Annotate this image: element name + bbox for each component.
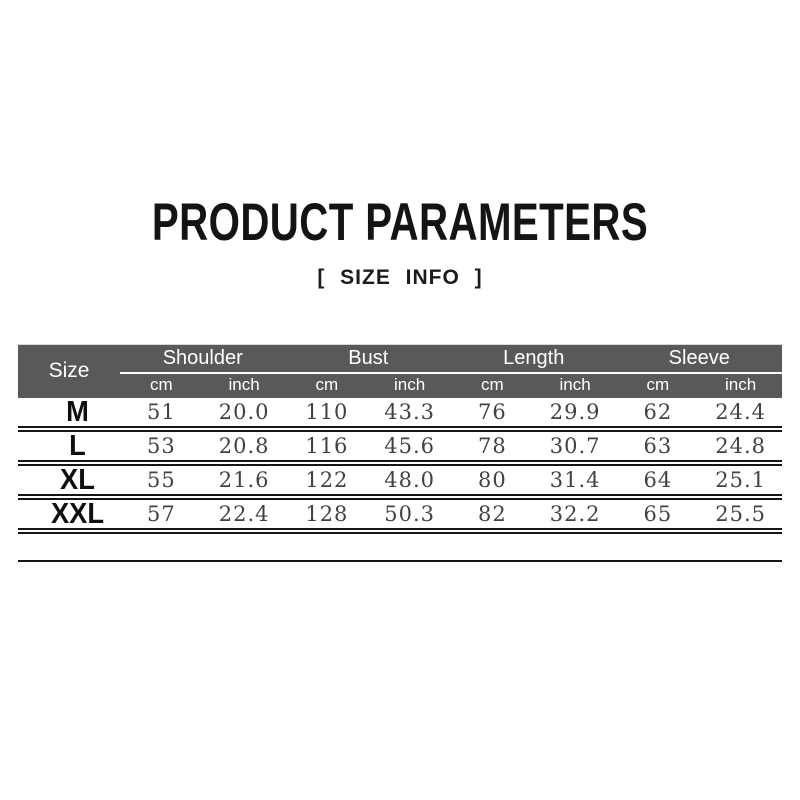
value-cell: 82: [478, 502, 507, 526]
header-size: Size: [48, 358, 90, 382]
size-label: XL: [60, 464, 95, 496]
value-cell: 57: [147, 502, 176, 526]
value-cell: 63: [643, 434, 673, 458]
value-cell: 32.2: [549, 502, 601, 526]
size-label: XXL: [50, 498, 104, 530]
row-divider: [18, 426, 782, 432]
value-cell: 80: [478, 468, 507, 492]
value-cell: 55: [147, 468, 176, 492]
value-cell: 51: [147, 400, 176, 424]
header-group-length: Length: [451, 345, 617, 374]
table-row-xl: XL 55 21.6 122 48.0 80 31.4 64 25.1: [18, 464, 782, 496]
value-cell: 53: [147, 434, 176, 458]
table-bottom-rule: [18, 560, 782, 562]
value-cell: 45.6: [384, 434, 435, 458]
value-cell: 110: [305, 400, 349, 424]
value-cell: 24.4: [715, 400, 766, 424]
value-cell: 116: [305, 434, 349, 458]
row-divider: [18, 494, 782, 500]
value-cell: 76: [478, 400, 507, 424]
page-title: PRODUCT PARAMETERS: [151, 193, 649, 252]
value-cell: 29.9: [549, 400, 601, 424]
value-cell: 31.4: [549, 468, 601, 492]
value-cell: 48.0: [384, 468, 435, 492]
table-row-xxl: XXL 57 22.4 128 50.3 82 32.2 65 25.5: [18, 498, 782, 530]
header-unit-inch: inch: [559, 375, 591, 394]
value-cell: 20.8: [218, 434, 270, 458]
table-row-l: L 53 20.8 116 45.6 78 30.7 63 24.8: [18, 430, 782, 462]
value-cell: 50.3: [384, 502, 435, 526]
header-unit-cm: cm: [481, 375, 504, 394]
value-cell: 62: [643, 400, 673, 424]
header-unit-cm: cm: [315, 375, 339, 394]
page-subtitle: [ SIZE INFO ]: [317, 266, 483, 289]
value-cell: 30.7: [549, 434, 601, 458]
header-unit-inch: inch: [394, 375, 426, 394]
row-divider: [18, 460, 782, 466]
value-cell: 128: [305, 502, 349, 526]
value-cell: 21.6: [218, 468, 270, 492]
value-cell: 65: [643, 502, 673, 526]
header-group-sleeve: Sleeve: [616, 345, 782, 374]
header-group-shoulder: Shoulder: [120, 345, 286, 374]
size-table-header: Size Shoulder Bust Length Sleeve cm inch…: [18, 344, 782, 398]
empty-row: [18, 534, 782, 560]
size-label: L: [69, 430, 86, 462]
header-unit-inch: inch: [725, 375, 757, 394]
header-group-bust: Bust: [285, 345, 451, 374]
header-unit-cm: cm: [646, 375, 670, 394]
row-divider: [18, 528, 782, 534]
header-unit-inch: inch: [228, 375, 260, 394]
value-cell: 22.4: [218, 502, 270, 526]
value-cell: 64: [643, 468, 673, 492]
value-cell: 24.8: [715, 434, 766, 458]
header-unit-cm: cm: [150, 375, 173, 394]
value-cell: 20.0: [218, 400, 270, 424]
table-row-m: M 51 20.0 110 43.3 76 29.9 62 24.4: [18, 396, 782, 428]
value-cell: 78: [478, 434, 507, 458]
value-cell: 43.3: [384, 400, 435, 424]
size-table: Size Shoulder Bust Length Sleeve cm inch…: [18, 344, 782, 562]
value-cell: 25.5: [715, 502, 766, 526]
value-cell: 122: [305, 468, 349, 492]
value-cell: 25.1: [715, 468, 766, 492]
size-label: M: [66, 396, 89, 428]
